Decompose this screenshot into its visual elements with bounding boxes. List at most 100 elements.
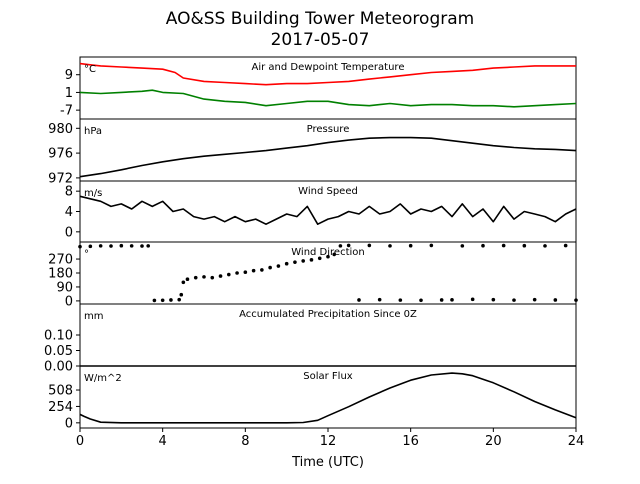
panel-unit-label: hPa [84,126,102,137]
y-tick-label: -7 [60,104,73,119]
panel-0: 9 1 -7 Air and Dewpoint Temperature °C [60,56,577,120]
panel-unit-label: ° [84,249,89,260]
y-tick-label: 508 [48,384,73,399]
x-tick-label: 12 [320,434,337,449]
point-wind_dir [501,243,506,248]
point-wind_dir [346,243,351,248]
point-wind_dir [398,298,403,302]
point-wind_dir [193,275,198,280]
y-tick-label: 8 [65,185,73,200]
point-wind_dir [377,297,382,302]
panels-group: 9 1 -7 Air and Dewpoint Temperature °C 980 976… [44,56,585,449]
point-wind_dir [251,268,256,273]
point-wind_dir [227,272,231,277]
y-tick-label: 0 [65,294,73,309]
y-tick-label: 0.10 [44,329,73,344]
panel-title: Air and Dewpoint Temperature [252,62,405,73]
panel-unit-label: °C [84,64,96,75]
y-tick-label: 180 [48,267,73,282]
panel-title: Accumulated Precipitation Since 0Z [239,309,417,320]
point-wind_dir [450,298,454,302]
point-wind_dir [88,244,93,249]
point-wind_dir [439,298,444,302]
point-wind_dir [169,298,173,302]
panel-unit-label: m/s [84,188,102,199]
panel-1: 980 976 972 Pressure hPa [48,118,577,186]
y-tick-label: 0 [65,225,73,240]
point-wind_dir [574,298,578,302]
point-wind_dir [491,297,496,302]
point-wind_dir [177,297,181,302]
point-wind_dir [357,298,361,302]
point-wind_dir [152,298,157,303]
point-wind_dir [543,244,547,248]
point-wind_dir [98,244,103,248]
point-wind_dir [293,260,297,264]
line-wind_speed [79,195,577,225]
x-tick-label: 0 [76,434,84,449]
line-pressure [79,136,577,178]
panel-unit-label: W/m^2 [84,373,122,384]
y-tick-label: 0.05 [44,344,73,359]
x-tick-label: 20 [485,434,502,449]
x-tick-label: 4 [159,434,167,449]
point-wind_dir [460,244,465,248]
figure-date: 2017-05-07 [271,30,370,50]
y-tick-label: 0 [65,416,73,431]
point-wind_dir [367,243,372,248]
line-dew [79,89,577,108]
panel-title: Wind Direction [291,247,365,258]
point-wind_dir [260,268,264,272]
y-tick-label: 972 [48,171,73,186]
point-wind_dir [309,258,314,262]
y-tick-label: 4 [65,205,73,220]
point-wind_dir [109,244,113,248]
x-tick-label: 16 [402,434,419,449]
point-wind_dir [276,264,281,268]
y-tick-label: 976 [48,147,73,162]
point-wind_dir [210,275,215,280]
point-wind_dir [129,244,134,248]
y-tick-label: 9 [65,68,73,83]
point-wind_dir [553,298,558,302]
point-wind_dir [119,243,124,248]
panel-2: 8 4 0 Wind Speed m/s [65,180,577,243]
panel-4: 0.100.050.00 Accumulated Precipitation Si… [44,303,577,375]
y-tick-label: 270 [48,253,73,268]
point-wind_dir [332,252,337,257]
point-wind_dir [429,243,434,248]
point-wind_dir [408,243,413,248]
point-wind_dir [563,243,568,248]
line-solar [79,372,577,424]
point-wind_dir [481,243,485,248]
point-wind_dir [235,271,239,275]
line-air [79,62,576,86]
point-wind_dir [522,243,527,248]
point-wind_dir [160,298,165,303]
point-wind_dir [326,254,330,259]
point-wind_dir [419,298,423,303]
point-wind_dir [179,292,184,297]
point-wind_dir [78,244,82,249]
x-axis-label: Time (UTC) [291,455,364,470]
point-wind_dir [284,261,289,266]
y-tick-label: 0.00 [44,360,73,375]
point-wind_dir [268,265,272,270]
point-wind_dir [218,274,223,278]
point-wind_dir [317,256,322,261]
y-tick-label: 254 [48,400,73,415]
point-wind_dir [388,244,392,248]
x-tick-label: 24 [568,434,585,449]
x-tick-label: 8 [241,434,249,449]
y-tick-label: 90 [56,280,73,295]
panel-title: Pressure [307,124,350,135]
point-wind_dir [181,280,186,285]
panel-title: Solar Flux [303,371,353,382]
point-wind_dir [185,277,190,282]
point-wind_dir [202,275,206,279]
point-wind_dir [338,244,343,248]
